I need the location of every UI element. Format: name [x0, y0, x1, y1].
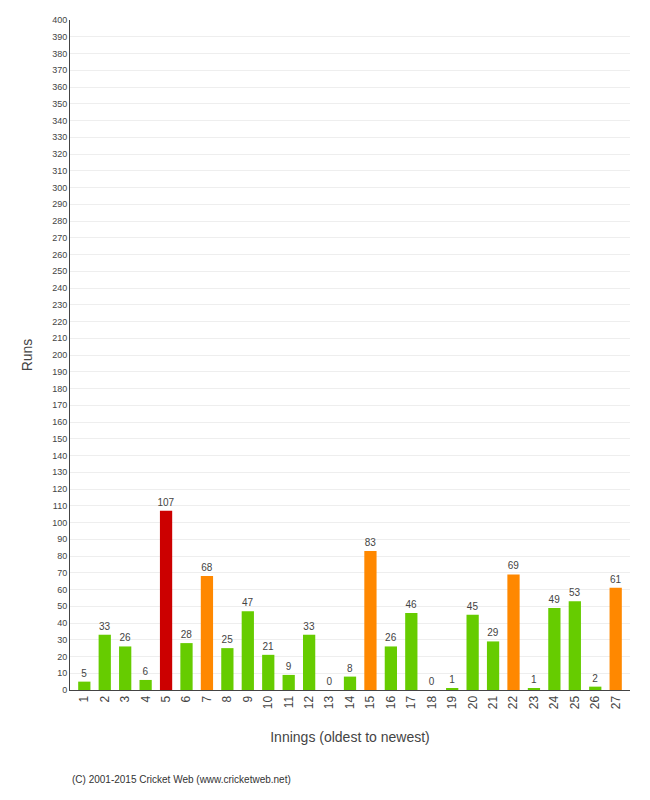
svg-text:3: 3 [118, 695, 132, 702]
svg-text:190: 190 [52, 367, 67, 377]
svg-text:33: 33 [99, 621, 111, 632]
svg-text:21: 21 [262, 641, 274, 652]
svg-text:14: 14 [343, 695, 357, 709]
svg-text:60: 60 [57, 585, 67, 595]
svg-text:40: 40 [57, 618, 67, 628]
svg-text:22: 22 [506, 695, 520, 709]
svg-text:25: 25 [568, 695, 582, 709]
svg-text:33: 33 [303, 621, 315, 632]
svg-text:210: 210 [52, 333, 67, 343]
svg-text:100: 100 [52, 518, 67, 528]
svg-text:290: 290 [52, 199, 67, 209]
svg-text:(C) 2001-2015 Cricket Web (www: (C) 2001-2015 Cricket Web (www.cricketwe… [72, 774, 291, 785]
svg-text:70: 70 [57, 568, 67, 578]
svg-text:8: 8 [220, 695, 234, 702]
svg-text:0: 0 [62, 685, 67, 695]
svg-text:18: 18 [425, 695, 439, 709]
svg-text:30: 30 [57, 635, 67, 645]
svg-text:20: 20 [57, 652, 67, 662]
svg-text:10: 10 [57, 668, 67, 678]
svg-text:15: 15 [363, 695, 377, 709]
svg-text:68: 68 [201, 562, 213, 573]
svg-text:9: 9 [286, 661, 292, 672]
svg-text:17: 17 [404, 695, 418, 709]
svg-text:8: 8 [347, 663, 353, 674]
svg-text:23: 23 [527, 695, 541, 709]
svg-text:0: 0 [429, 676, 435, 687]
svg-text:50: 50 [57, 601, 67, 611]
svg-text:320: 320 [52, 149, 67, 159]
svg-text:2: 2 [592, 673, 598, 684]
svg-text:53: 53 [569, 587, 581, 598]
svg-text:9: 9 [241, 695, 255, 702]
svg-text:5: 5 [81, 668, 87, 679]
svg-text:140: 140 [52, 451, 67, 461]
svg-text:250: 250 [52, 266, 67, 276]
svg-text:29: 29 [487, 627, 499, 638]
svg-text:340: 340 [52, 116, 67, 126]
svg-text:200: 200 [52, 350, 67, 360]
svg-text:49: 49 [549, 594, 561, 605]
svg-text:10: 10 [261, 695, 275, 709]
svg-text:240: 240 [52, 283, 67, 293]
svg-text:260: 260 [52, 250, 67, 260]
svg-text:0: 0 [327, 676, 333, 687]
svg-text:83: 83 [365, 537, 377, 548]
svg-text:21: 21 [486, 695, 500, 709]
svg-text:350: 350 [52, 99, 67, 109]
svg-text:310: 310 [52, 166, 67, 176]
svg-text:6: 6 [179, 695, 193, 702]
svg-text:28: 28 [181, 629, 193, 640]
svg-text:47: 47 [242, 597, 254, 608]
svg-text:1: 1 [449, 674, 455, 685]
svg-text:270: 270 [52, 233, 67, 243]
svg-text:26: 26 [588, 695, 602, 709]
svg-text:6: 6 [143, 666, 149, 677]
svg-text:16: 16 [384, 695, 398, 709]
svg-text:107: 107 [157, 497, 174, 508]
svg-text:13: 13 [322, 695, 336, 709]
svg-text:370: 370 [52, 65, 67, 75]
svg-text:24: 24 [547, 695, 561, 709]
svg-text:390: 390 [52, 32, 67, 42]
svg-text:25: 25 [222, 634, 234, 645]
svg-text:220: 220 [52, 317, 67, 327]
svg-text:46: 46 [406, 599, 418, 610]
svg-text:69: 69 [508, 560, 520, 571]
svg-text:1: 1 [77, 695, 91, 702]
svg-text:110: 110 [53, 501, 67, 511]
svg-text:330: 330 [52, 132, 67, 142]
svg-text:4: 4 [139, 695, 153, 702]
svg-text:20: 20 [466, 695, 480, 709]
svg-text:Innings (oldest to newest): Innings (oldest to newest) [270, 729, 430, 745]
svg-text:160: 160 [52, 417, 67, 427]
svg-text:170: 170 [52, 400, 67, 410]
svg-text:11: 11 [282, 695, 296, 708]
svg-text:1: 1 [531, 674, 537, 685]
svg-text:90: 90 [57, 534, 67, 544]
svg-text:19: 19 [445, 695, 459, 709]
svg-text:45: 45 [467, 601, 479, 612]
svg-text:360: 360 [52, 82, 67, 92]
svg-text:Runs: Runs [19, 339, 35, 372]
svg-text:27: 27 [609, 695, 623, 709]
svg-text:380: 380 [52, 49, 67, 59]
svg-text:230: 230 [52, 300, 67, 310]
svg-text:12: 12 [302, 695, 316, 709]
svg-text:120: 120 [52, 484, 67, 494]
svg-text:300: 300 [52, 183, 67, 193]
svg-text:80: 80 [57, 551, 67, 561]
svg-text:180: 180 [52, 384, 67, 394]
svg-text:400: 400 [52, 15, 67, 25]
svg-text:61: 61 [610, 574, 622, 585]
svg-text:2: 2 [98, 695, 112, 702]
svg-text:130: 130 [52, 467, 67, 477]
svg-text:7: 7 [200, 695, 214, 702]
svg-text:280: 280 [52, 216, 67, 226]
svg-text:5: 5 [159, 695, 173, 702]
svg-text:26: 26 [119, 632, 131, 643]
svg-text:150: 150 [52, 434, 67, 444]
svg-text:26: 26 [385, 632, 397, 643]
